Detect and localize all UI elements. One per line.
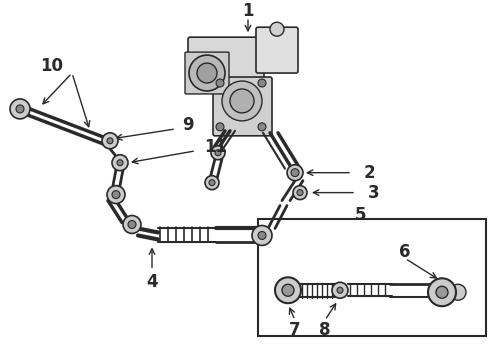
Circle shape — [215, 150, 221, 156]
Circle shape — [211, 146, 225, 160]
Text: 9: 9 — [182, 116, 194, 134]
Circle shape — [216, 123, 224, 131]
Circle shape — [197, 63, 217, 83]
Circle shape — [337, 287, 343, 293]
Circle shape — [222, 81, 262, 121]
Bar — [258, 219, 486, 336]
Circle shape — [282, 284, 294, 296]
Circle shape — [258, 231, 266, 239]
Circle shape — [291, 169, 299, 177]
Text: 6: 6 — [399, 243, 411, 261]
Circle shape — [270, 22, 284, 36]
Circle shape — [258, 79, 266, 87]
Circle shape — [117, 160, 123, 166]
Circle shape — [107, 138, 113, 144]
Text: 10: 10 — [41, 57, 64, 75]
Text: 2: 2 — [364, 164, 376, 182]
Circle shape — [252, 225, 272, 246]
Text: 1: 1 — [242, 2, 254, 20]
FancyBboxPatch shape — [188, 37, 264, 93]
Text: 4: 4 — [146, 273, 158, 291]
Circle shape — [205, 176, 219, 190]
Circle shape — [209, 180, 215, 186]
Circle shape — [112, 155, 128, 171]
Circle shape — [293, 186, 307, 199]
Circle shape — [230, 89, 254, 113]
Circle shape — [112, 190, 120, 199]
FancyBboxPatch shape — [213, 77, 272, 136]
Circle shape — [123, 216, 141, 233]
Text: 8: 8 — [319, 321, 331, 339]
FancyBboxPatch shape — [185, 52, 229, 94]
Circle shape — [332, 282, 348, 298]
Circle shape — [258, 123, 266, 131]
Circle shape — [107, 186, 125, 203]
Circle shape — [128, 221, 136, 229]
Circle shape — [216, 79, 224, 87]
Circle shape — [428, 278, 456, 306]
Circle shape — [189, 55, 225, 91]
Circle shape — [10, 99, 30, 119]
Circle shape — [275, 277, 301, 303]
Circle shape — [287, 165, 303, 181]
Text: 7: 7 — [289, 321, 301, 339]
Circle shape — [436, 286, 448, 298]
Text: 11: 11 — [204, 138, 227, 156]
Text: 3: 3 — [368, 184, 380, 202]
Circle shape — [102, 133, 118, 149]
Circle shape — [297, 190, 303, 195]
Circle shape — [16, 105, 24, 113]
Circle shape — [450, 284, 466, 300]
Text: 5: 5 — [354, 206, 366, 224]
FancyBboxPatch shape — [256, 27, 298, 73]
